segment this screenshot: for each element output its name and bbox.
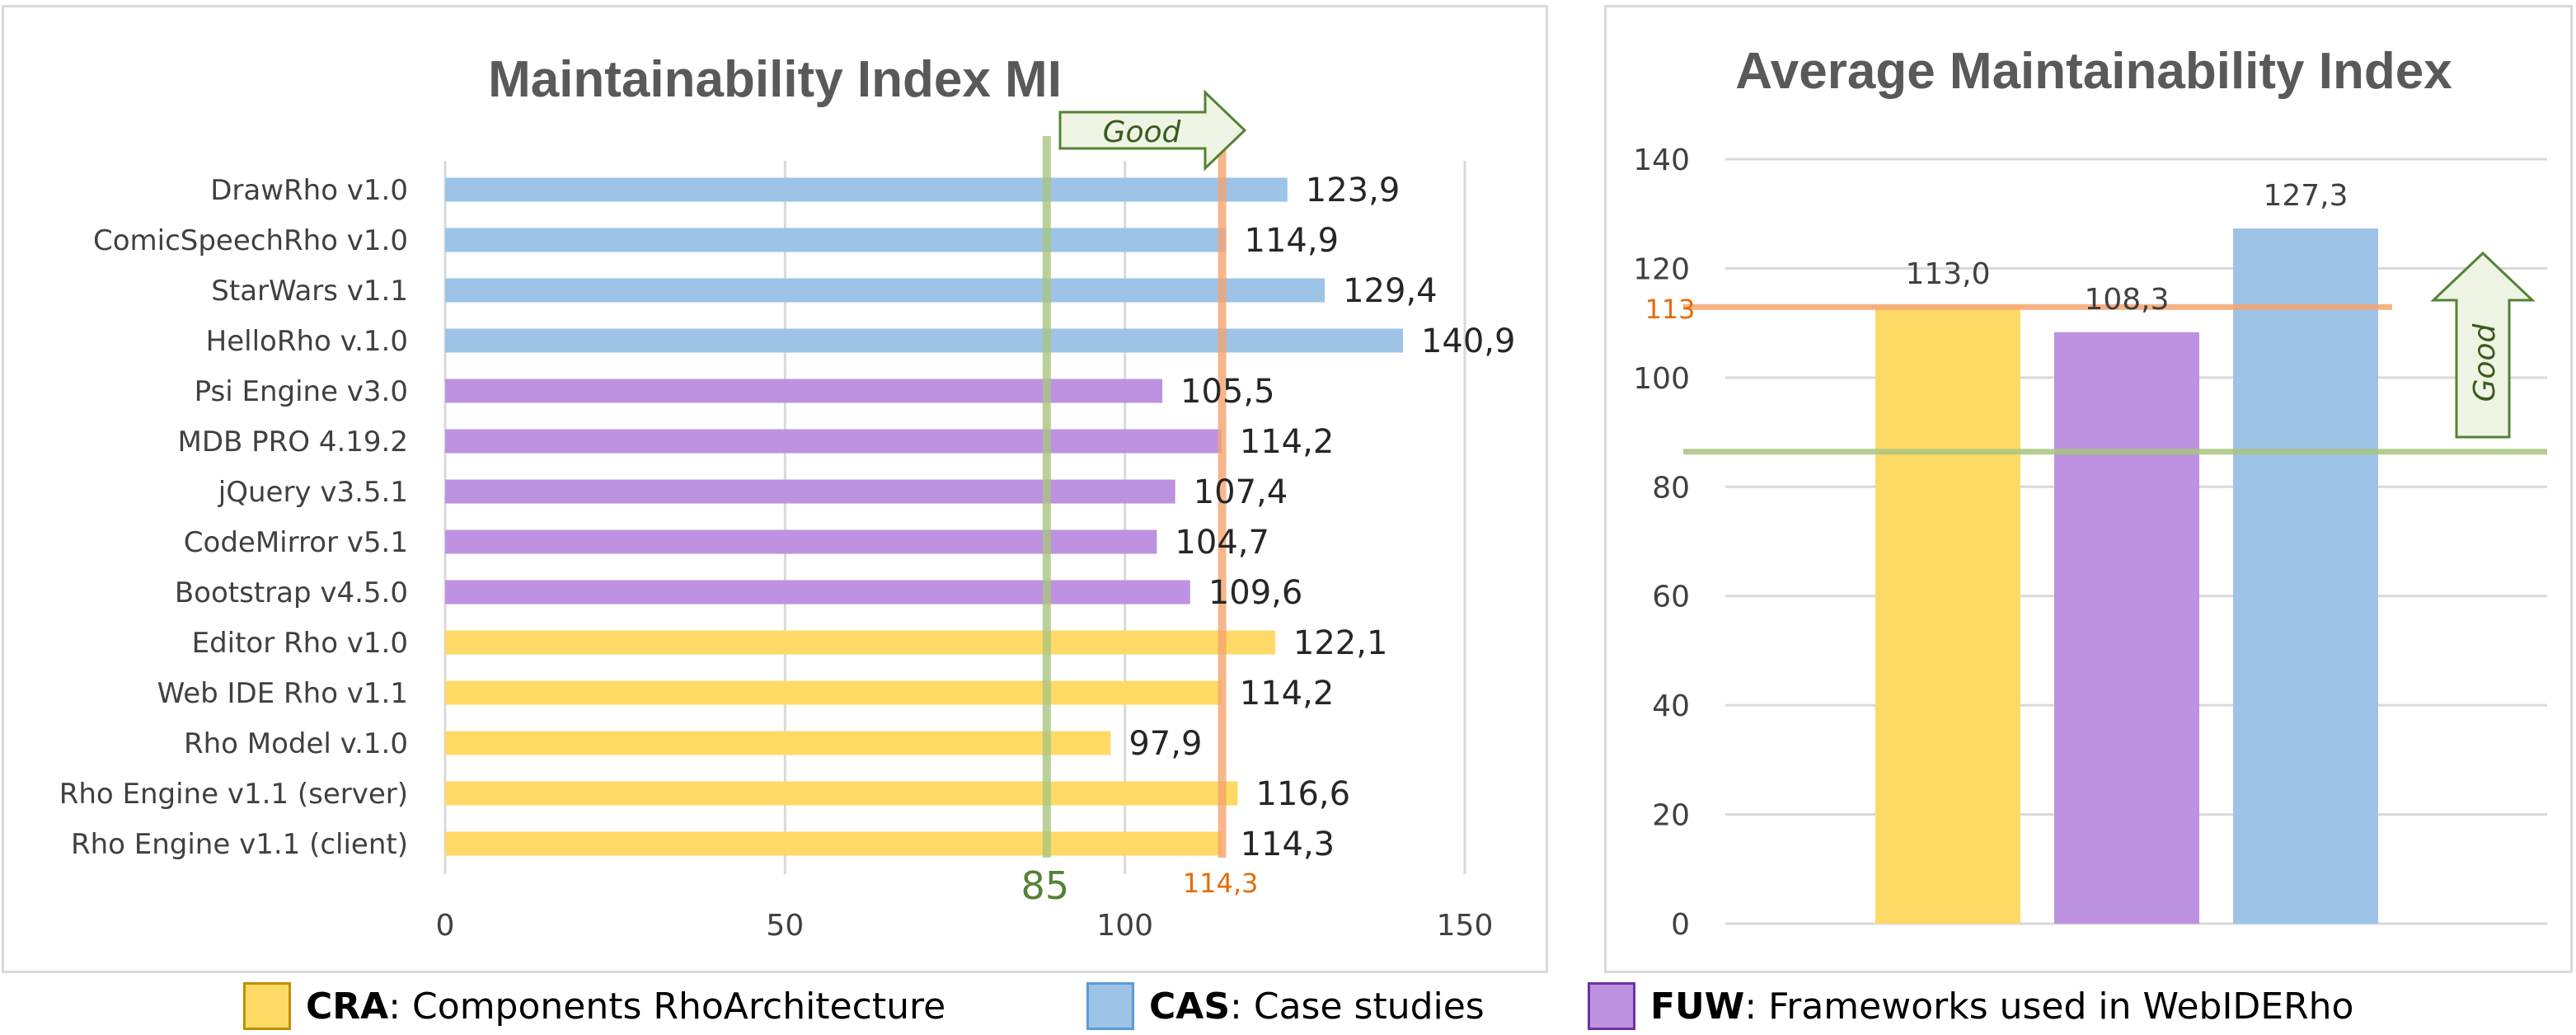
mi-bar [445,529,1157,554]
mi-category-label: Rho Model v.1.0 [184,727,408,760]
mi-category-label: Rho Engine v1.1 (server) [59,778,408,811]
mi-bar [445,429,1222,454]
mi-bar [445,278,1326,303]
mi-value-label: 104,7 [1175,524,1269,562]
mi-value-label: 116,6 [1256,775,1351,813]
mi-value-label: 129,4 [1343,272,1438,310]
mi-category-label: Rho Engine v1.1 (client) [71,828,408,861]
legend-text-cas: : Case studies [1230,985,1485,1028]
mi-category-label: Web IDE Rho v1.1 [157,677,408,710]
avg-value-label: 108,3 [2084,283,2169,317]
mi-value-label: 97,9 [1128,725,1202,763]
avg-value-label: 127,3 [2263,179,2348,213]
mi-value-label: 114,3 [1241,826,1335,863]
good-arrow-label: Good [1103,115,1182,149]
avg-y-tick-label: 120 [1633,252,1690,286]
mi-bar [445,680,1222,705]
mi-bar [445,580,1190,605]
avg-y-tick-label: 100 [1633,362,1690,396]
mi-category-label: CodeMirror v5.1 [184,526,408,559]
mi-x-tick-label: 0 [436,909,455,943]
mi-bar [445,479,1175,504]
avg-y-tick-label: 80 [1652,471,1690,505]
avg-bar-cra [1875,306,2020,924]
mi-value-label: 114,9 [1245,222,1340,260]
legend-text-cra: : Components RhoArchitecture [388,985,946,1028]
mi-x-tick-label: 50 [766,909,804,943]
avg-mi-chart-title: Average Maintainability Index [1735,43,2452,100]
avg-y-tick-label: 140 [1633,143,1690,177]
mi-bar [445,831,1222,856]
mi-bar [445,328,1403,353]
mi-value-label: 114,2 [1240,675,1335,713]
mi-threshold-line [1042,136,1051,858]
legend-swatch-fuw [1588,982,1635,1030]
avg-value-label: 113,0 [1905,257,1990,291]
mi-value-label: 105,5 [1180,373,1275,411]
good-arrow-up-icon [2430,251,2536,439]
avg-average-line [1683,303,2392,310]
legend-item-cas: CAS: Case studies [1086,981,1485,1031]
mi-chart-title: Maintainability Index MI [488,51,1062,108]
legend-text-fuw: : Frameworks used in WebIDERho [1744,985,2354,1028]
mi-value-label: 123,9 [1306,172,1401,209]
mi-bar [445,731,1111,755]
mi-average-line [1218,136,1227,858]
mi-category-label: MDB PRO 4.19.2 [178,426,409,459]
mi-category-label: DrawRho v1.0 [210,174,408,207]
avg-bar-cas [2233,228,2378,924]
mi-value-label: 114,2 [1240,423,1335,461]
mi-x-tick-label: 150 [1437,909,1494,943]
legend-abbr-cas: CAS [1149,985,1231,1028]
avg-y-tick-label: 60 [1652,581,1690,614]
mi-threshold-label: 85 [1021,863,1070,908]
mi-category-label: Editor Rho v1.0 [192,627,408,660]
legend-swatch-cra [243,982,291,1030]
legend-abbr-fuw: FUW [1650,985,1745,1028]
mi-bar [445,228,1227,252]
good-arrow-up-label: Good [2468,322,2502,402]
avg-y-tick-label: 0 [1671,908,1690,942]
legend-abbr-cra: CRA [306,985,389,1028]
mi-category-label: StarWars v1.1 [211,275,408,308]
mi-x-tick-label: 100 [1096,909,1153,943]
mi-value-label: 122,1 [1293,624,1388,662]
avg-y-tick-label: 20 [1652,799,1690,833]
legend-item-cra: CRA: Components RhoArchitecture [243,981,945,1031]
mi-category-label: HelloRho v.1.0 [206,325,408,358]
mi-value-label: 107,4 [1194,473,1288,511]
mi-category-label: Bootstrap v4.5.0 [175,576,408,609]
legend-swatch-cas [1086,982,1134,1030]
mi-average-label: 114,3 [1183,868,1259,899]
mi-bar [445,781,1238,806]
legend-item-fuw: FUW: Frameworks used in WebIDERho [1588,981,2353,1031]
mi-category-label: jQuery v3.5.1 [218,476,408,509]
mi-bar [445,177,1288,202]
avg-average-label: 113 [1645,294,1695,325]
avg-y-tick-label: 40 [1652,689,1690,723]
avg-threshold-line [1683,449,2547,455]
mi-value-label: 140,9 [1421,322,1516,360]
mi-category-label: ComicSpeechRho v1.0 [93,224,408,257]
good-arrow-right-icon [1058,89,1247,172]
mi-bar [445,379,1163,403]
mi-category-label: Psi Engine v3.0 [195,375,408,408]
mi-bar [445,630,1275,655]
avg-bar-fuw [2054,332,2199,924]
mi-value-label: 109,6 [1208,574,1303,612]
